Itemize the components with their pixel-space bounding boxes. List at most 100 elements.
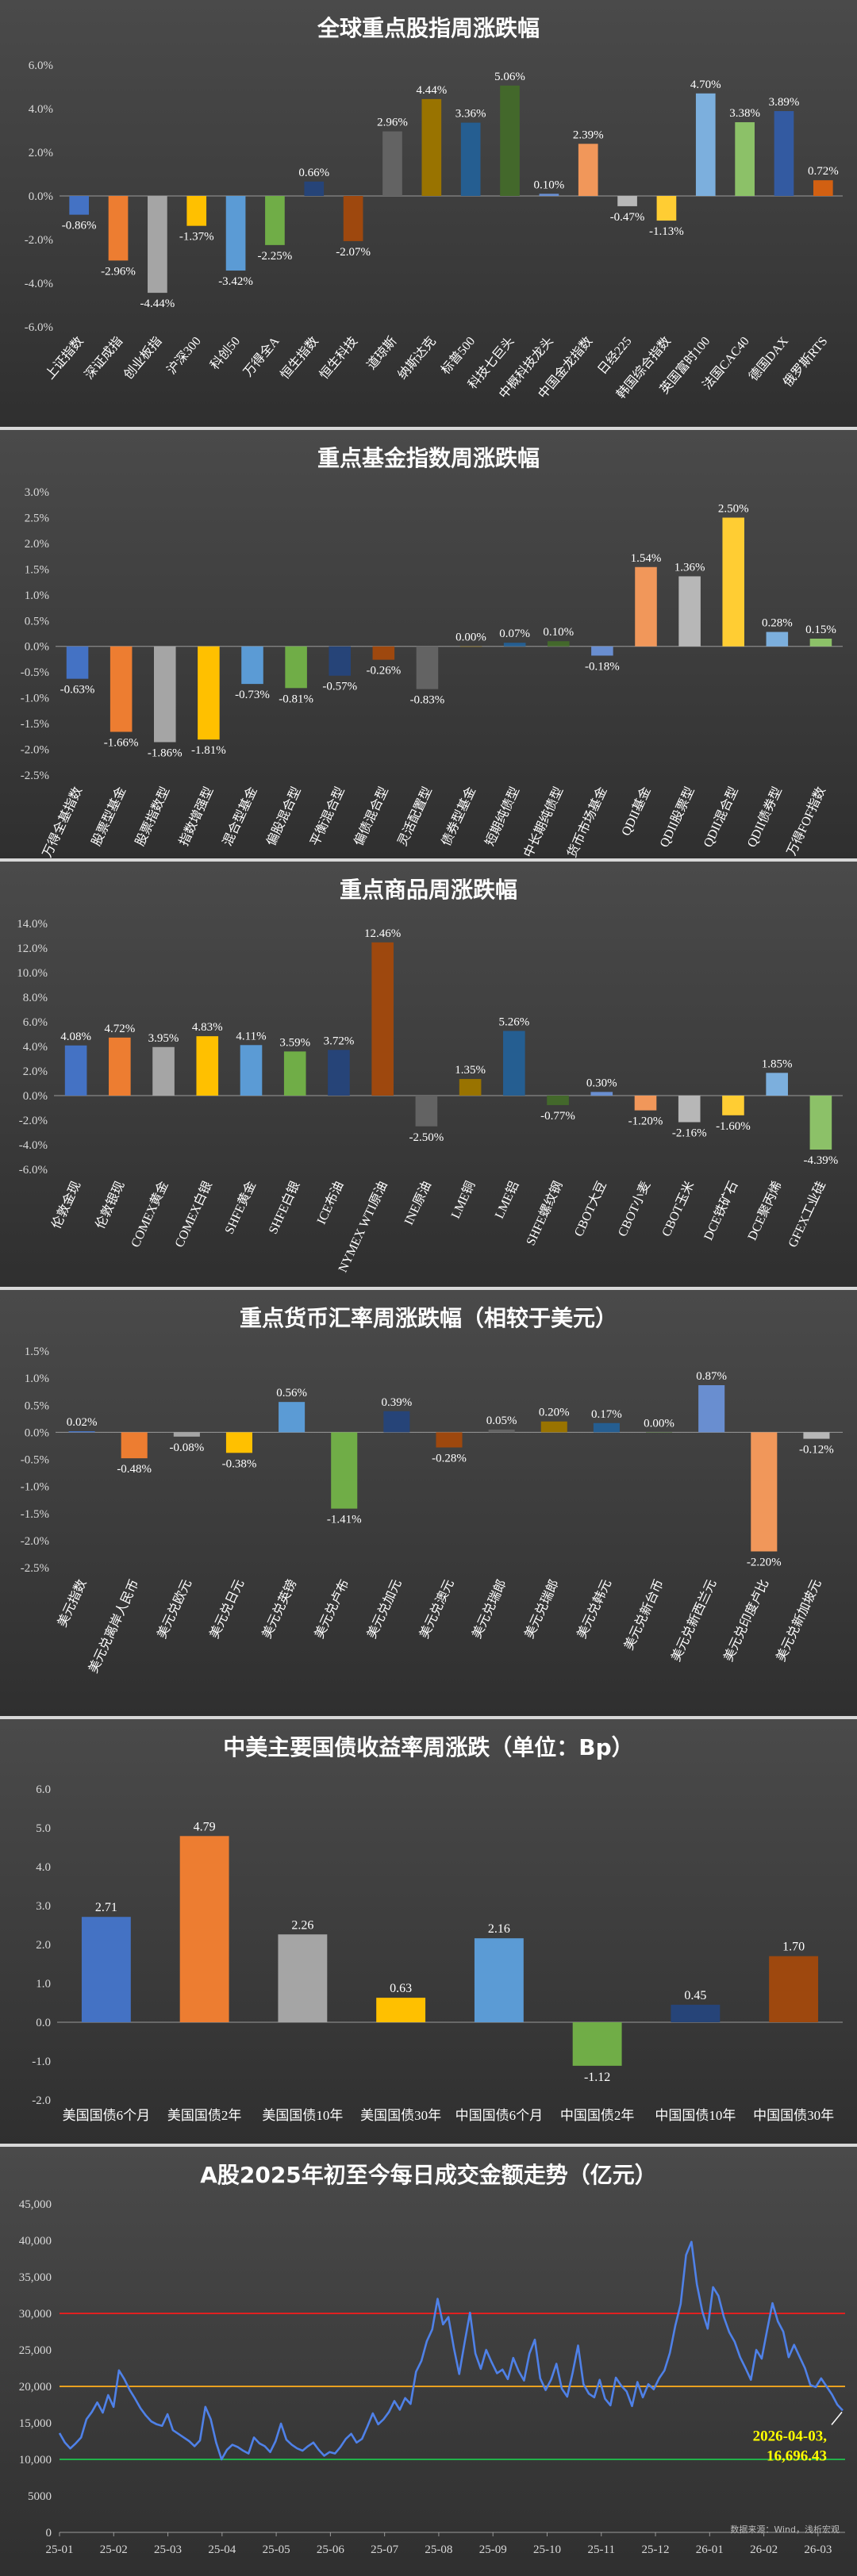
- y-tick-label: 5.0: [36, 1822, 51, 1835]
- y-tick-label: 10.0%: [17, 967, 48, 980]
- y-tick-label: -4.0%: [25, 278, 53, 290]
- x-tick-label: 25-01: [46, 2543, 74, 2556]
- category-label: 沪深300: [164, 334, 204, 377]
- category-label: 道琼斯: [364, 334, 400, 372]
- bar: [722, 1096, 744, 1115]
- data-label: 3.89%: [769, 96, 800, 109]
- data-label: 0.72%: [808, 165, 839, 178]
- data-label: 0.39%: [381, 1396, 412, 1409]
- y-tick-label: -0.5%: [21, 1454, 49, 1467]
- bar: [678, 576, 701, 647]
- category-label: 灵活配置型: [395, 785, 435, 848]
- bar: [304, 181, 325, 196]
- data-label: 4.44%: [416, 84, 447, 97]
- bar: [225, 1432, 252, 1453]
- y-tick-label: 8.0%: [23, 992, 48, 1004]
- category-label: 美国国债10年: [262, 2108, 343, 2123]
- category-label: 美元兑英镑: [259, 1577, 299, 1641]
- divider: [0, 1716, 857, 1719]
- bar: [283, 1051, 306, 1096]
- chart-title: 重点商品周涨跌幅: [339, 877, 517, 903]
- data-label: 0.30%: [586, 1077, 617, 1089]
- y-tick-label: -2.0%: [25, 234, 53, 247]
- x-tick-label: 25-04: [208, 2543, 236, 2556]
- category-label: 中国国债6个月: [455, 2108, 544, 2123]
- x-tick-label: 25-02: [100, 2543, 128, 2556]
- y-tick-label: 4.0%: [29, 103, 53, 116]
- data-label: 0.63: [390, 1982, 412, 1995]
- y-tick-label: 14.0%: [17, 918, 48, 931]
- bar: [769, 1956, 819, 2022]
- category-label: 股票型基金: [89, 785, 129, 848]
- bar: [343, 196, 363, 241]
- data-label: -2.96%: [101, 265, 136, 278]
- data-label: -2.25%: [258, 250, 293, 263]
- bar: [383, 1411, 410, 1433]
- x-tick-label: 26-03: [804, 2543, 832, 2556]
- bar: [591, 646, 613, 656]
- category-label: CBOT大豆: [571, 1179, 609, 1238]
- y-tick-label: -1.5%: [21, 718, 49, 731]
- bar: [372, 646, 395, 660]
- bar: [774, 111, 794, 196]
- data-label: 1.85%: [762, 1058, 793, 1070]
- y-tick-label: 1.0%: [25, 1372, 49, 1385]
- bar: [285, 646, 307, 689]
- y-tick-label: 5000: [28, 2490, 52, 2503]
- data-label: -1.37%: [179, 231, 214, 244]
- bar: [722, 517, 744, 647]
- data-label: 4.79: [194, 1820, 216, 1833]
- y-tick-label: 30,000: [19, 2308, 52, 2321]
- x-tick-label: 25-06: [317, 2543, 344, 2556]
- chart-panel-global-indices: 全球重点股指周涨跌幅 6.0% 4.0% 2.0% 0.0% -2.0% -4.0% -6.…: [0, 0, 857, 427]
- bar: [331, 1432, 358, 1509]
- data-label: 0.02%: [67, 1416, 98, 1429]
- data-label: 0.17%: [591, 1408, 622, 1421]
- bar: [328, 1050, 350, 1096]
- x-tick-label: 25-10: [533, 2543, 561, 2556]
- y-tick-label: 35,000: [19, 2271, 52, 2284]
- bar: [371, 942, 394, 1096]
- data-label: 1.35%: [455, 1064, 486, 1077]
- fund-indices-chart: 3.0% 2.5% 2.0% 1.5% 1.0% 0.5% 0.0% -0.5% -1.0% -1…: [21, 486, 843, 858]
- category-label: 偏股混合型: [264, 785, 304, 848]
- data-label: -0.38%: [222, 1457, 257, 1470]
- category-label: 美元兑新加坡元: [774, 1577, 824, 1664]
- bar: [196, 1036, 219, 1096]
- data-label: -1.66%: [104, 736, 139, 749]
- category-label: 美国国债2年: [167, 2108, 242, 2123]
- category-label: 货币市场基金: [565, 785, 610, 858]
- category-label: 美元兑日元: [207, 1577, 247, 1641]
- category-label: 短期纯债型: [482, 785, 522, 848]
- bar: [81, 1917, 131, 2022]
- y-tick-label: 12.0%: [17, 942, 48, 955]
- data-label: 4.70%: [690, 79, 721, 91]
- data-label: -0.73%: [235, 689, 270, 701]
- category-label: 美元兑新西兰元: [669, 1577, 720, 1664]
- source-note: 数据来源：Wind，浅析宏观: [730, 2524, 840, 2535]
- data-label: 3.59%: [279, 1036, 310, 1049]
- bar: [66, 646, 89, 679]
- category-label: 美国国债30年: [360, 2108, 441, 2123]
- bar: [265, 196, 285, 245]
- category-label: 科创50: [207, 334, 243, 372]
- category-label: 标普500: [438, 334, 478, 377]
- data-label: -1.41%: [327, 1514, 362, 1526]
- bar: [656, 196, 677, 221]
- data-label: -1.13%: [649, 225, 684, 238]
- bar: [68, 1431, 95, 1433]
- bar: [593, 1422, 620, 1433]
- bar: [500, 85, 520, 196]
- divider: [0, 1287, 857, 1290]
- data-label: -0.12%: [799, 1444, 834, 1457]
- bar: [803, 1432, 830, 1439]
- bar: [110, 646, 133, 732]
- category-label: LME铝: [492, 1179, 521, 1221]
- y-tick-label: -6.0%: [19, 1164, 48, 1177]
- data-label: 4.08%: [60, 1031, 91, 1043]
- category-label: ICE布油: [314, 1179, 347, 1227]
- bar: [503, 643, 526, 647]
- category-label: DCE聚丙烯: [745, 1179, 785, 1242]
- y-tick-label: 0.0: [36, 2017, 51, 2029]
